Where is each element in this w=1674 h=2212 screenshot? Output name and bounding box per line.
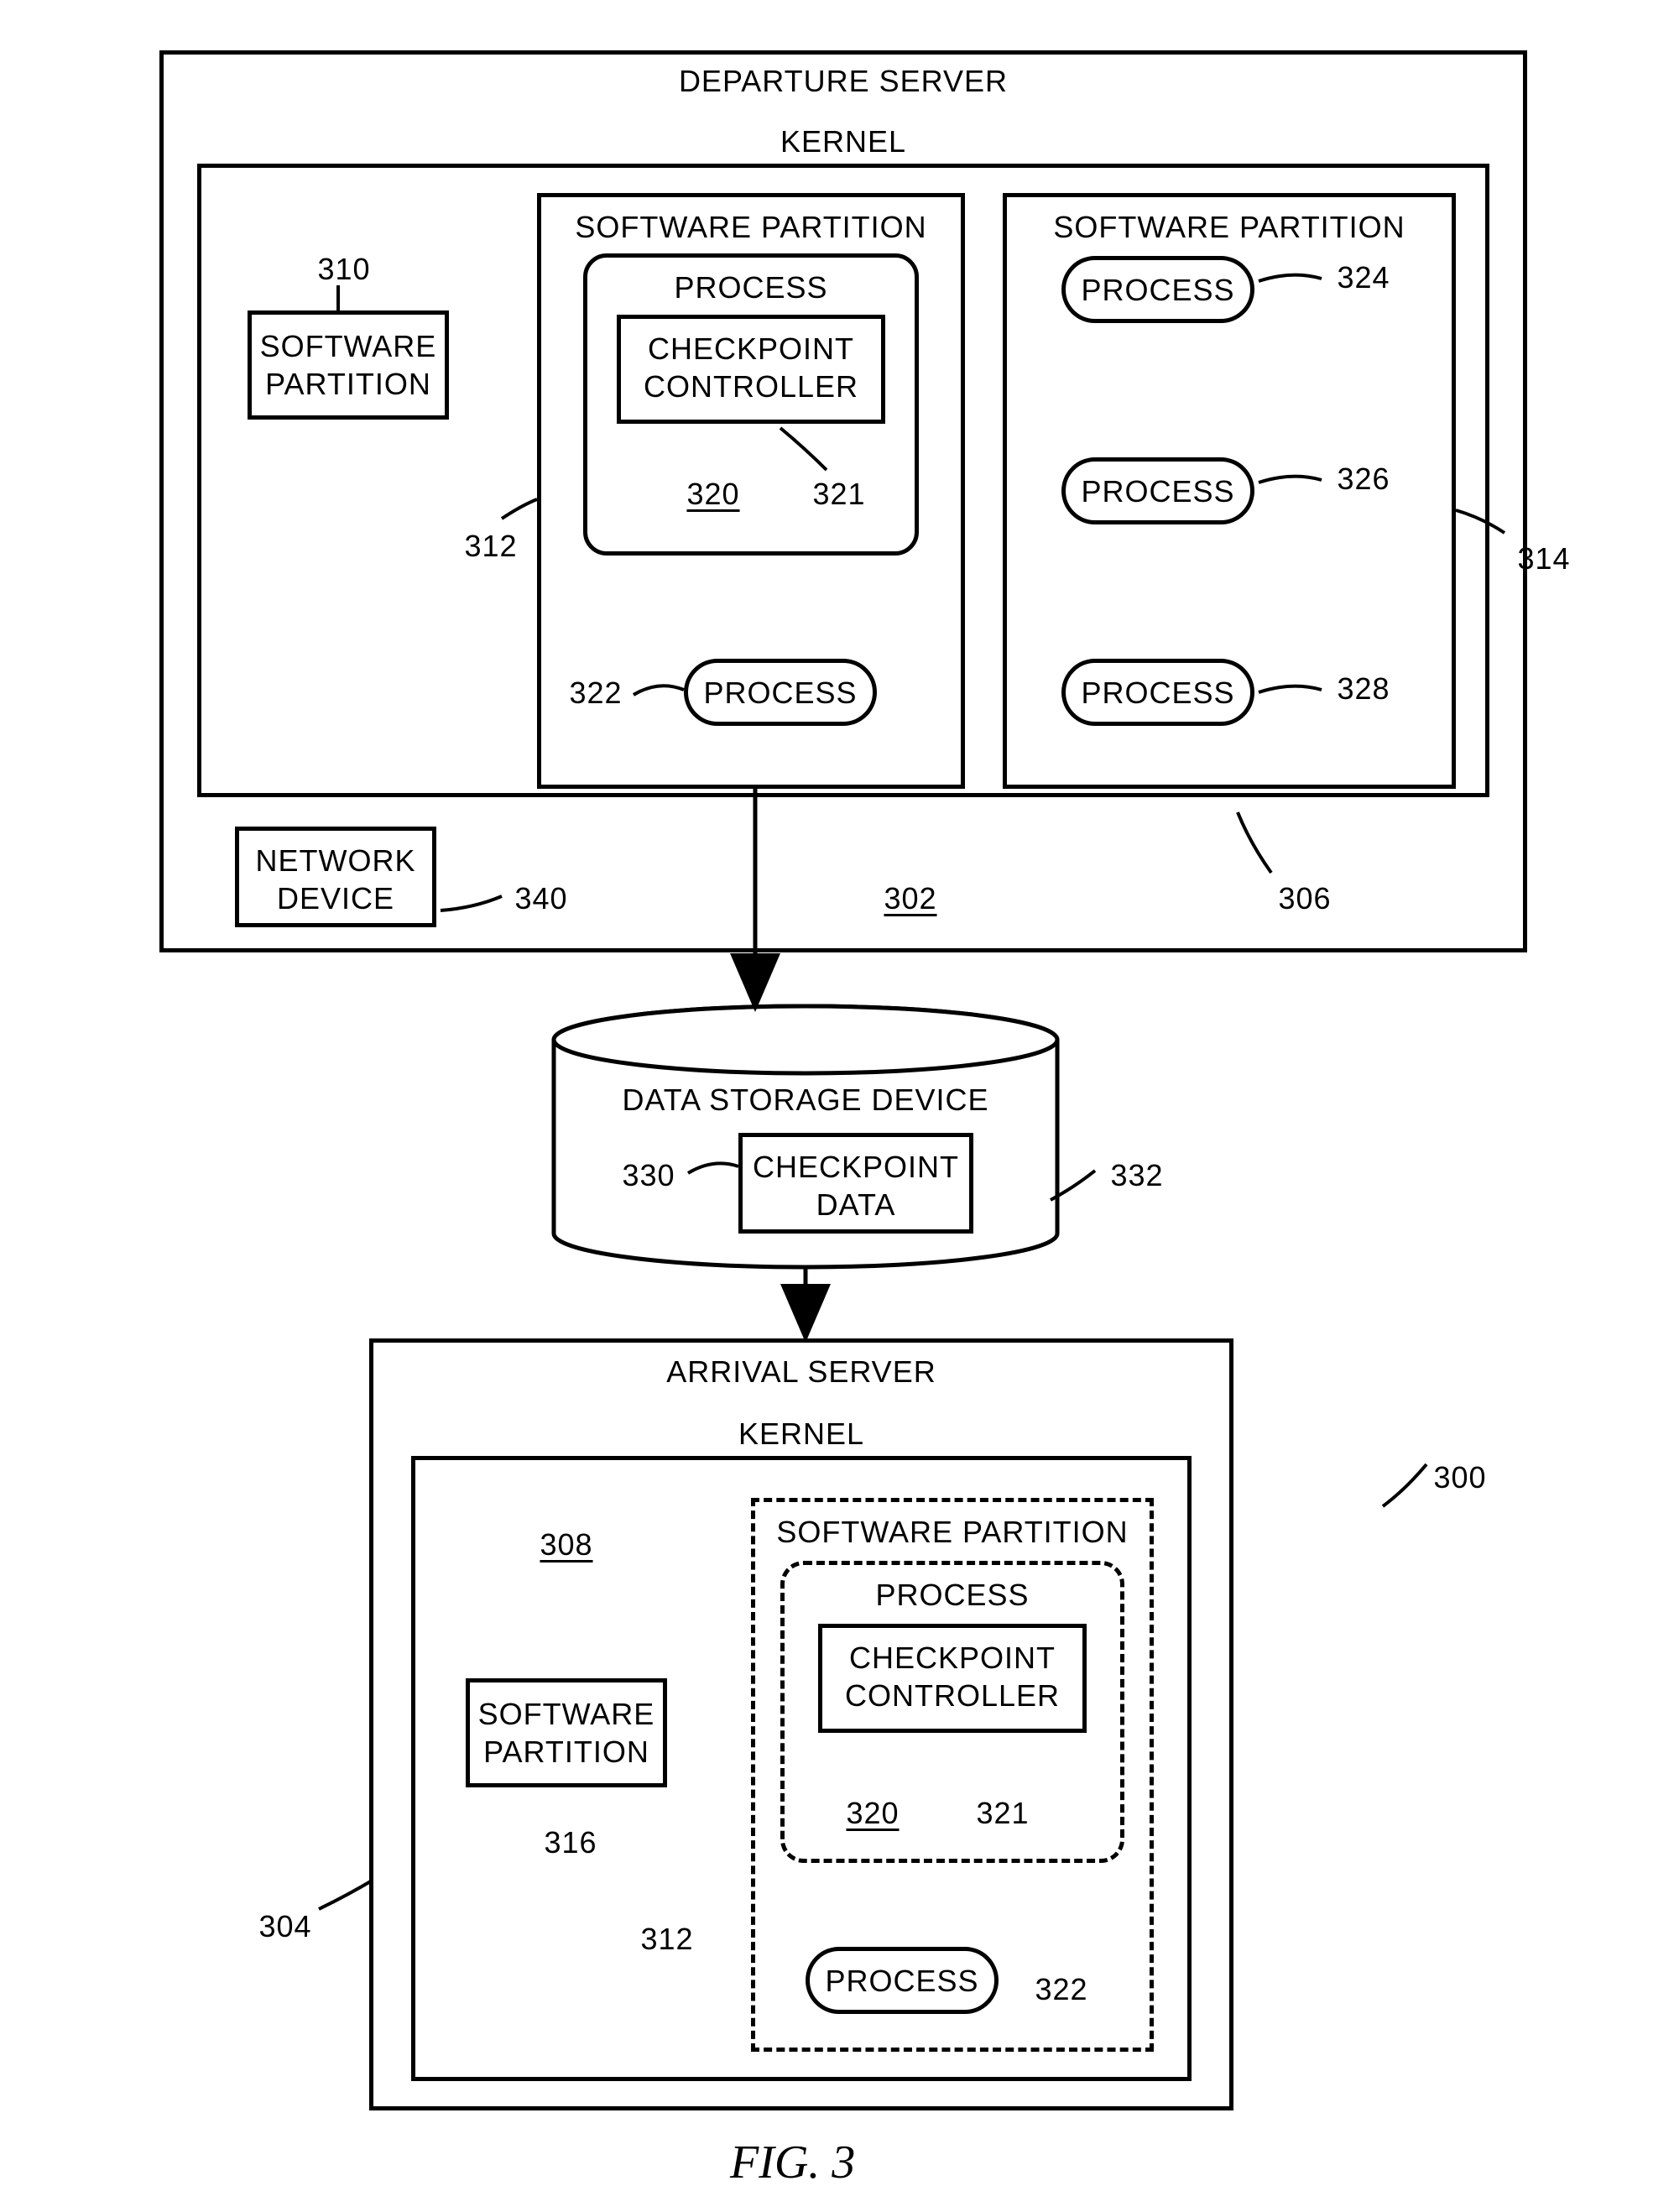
- ref-321: 321: [806, 477, 873, 512]
- process-320-label: PROCESS: [583, 270, 919, 305]
- data-storage-label: DATA STORAGE DEVICE: [554, 1083, 1057, 1118]
- ref-322: 322: [562, 676, 629, 711]
- ref-302: 302: [877, 881, 944, 916]
- ref-328: 328: [1330, 671, 1397, 707]
- process-326-label: PROCESS: [1061, 474, 1254, 509]
- process-322-label: PROCESS: [684, 676, 877, 711]
- arrival-server-label: ARRIVAL SERVER: [369, 1354, 1233, 1390]
- sw-partition-312b-title: SOFTWARE PARTITION: [751, 1515, 1154, 1550]
- ref-314: 314: [1510, 541, 1578, 576]
- ref-304: 304: [252, 1909, 319, 1944]
- departure-server-label: DEPARTURE SERVER: [159, 64, 1527, 99]
- ref-340: 340: [508, 881, 575, 916]
- checkpoint-controller-312b-label: CHECKPOINT CONTROLLER: [818, 1639, 1087, 1714]
- ref-321b: 321: [969, 1796, 1036, 1831]
- figure-label: FIG. 3: [730, 2136, 855, 2189]
- ref-320b: 320: [839, 1796, 906, 1831]
- ref-326: 326: [1330, 462, 1397, 497]
- ref-320: 320: [680, 477, 747, 512]
- sw-partition-312-title: SOFTWARE PARTITION: [537, 210, 965, 245]
- ref-306: 306: [1271, 881, 1338, 916]
- arr-kernel-label: KERNEL: [411, 1416, 1192, 1452]
- ref-332: 332: [1103, 1158, 1171, 1193]
- ref-312b: 312: [634, 1922, 701, 1957]
- process-328-label: PROCESS: [1061, 676, 1254, 711]
- sw-partition-316-label: SOFTWARE PARTITION: [466, 1695, 667, 1771]
- checkpoint-controller-312-label: CHECKPOINT CONTROLLER: [617, 330, 885, 405]
- ref-310: 310: [310, 252, 378, 287]
- ref-322b: 322: [1028, 1972, 1095, 2007]
- ref-300: 300: [1426, 1460, 1494, 1495]
- ref-312: 312: [457, 529, 524, 564]
- ref-308: 308: [533, 1527, 600, 1562]
- ref-316: 316: [537, 1825, 604, 1860]
- checkpoint-data-label: CHECKPOINT DATA: [738, 1148, 973, 1223]
- network-device-label: NETWORK DEVICE: [235, 842, 436, 917]
- process-322b-label: PROCESS: [806, 1964, 999, 1999]
- process-324-label: PROCESS: [1061, 273, 1254, 308]
- ref-330: 330: [615, 1158, 682, 1193]
- sw-partition-310-label: SOFTWARE PARTITION: [248, 327, 449, 403]
- sw-partition-314-title: SOFTWARE PARTITION: [1003, 210, 1456, 245]
- dep-kernel-label: KERNEL: [197, 124, 1489, 159]
- process-320b-label: PROCESS: [780, 1578, 1124, 1613]
- diagram-canvas: DEPARTURE SERVER KERNEL 310 SOFTWARE PAR…: [0, 0, 1674, 2212]
- ref-324: 324: [1330, 260, 1397, 295]
